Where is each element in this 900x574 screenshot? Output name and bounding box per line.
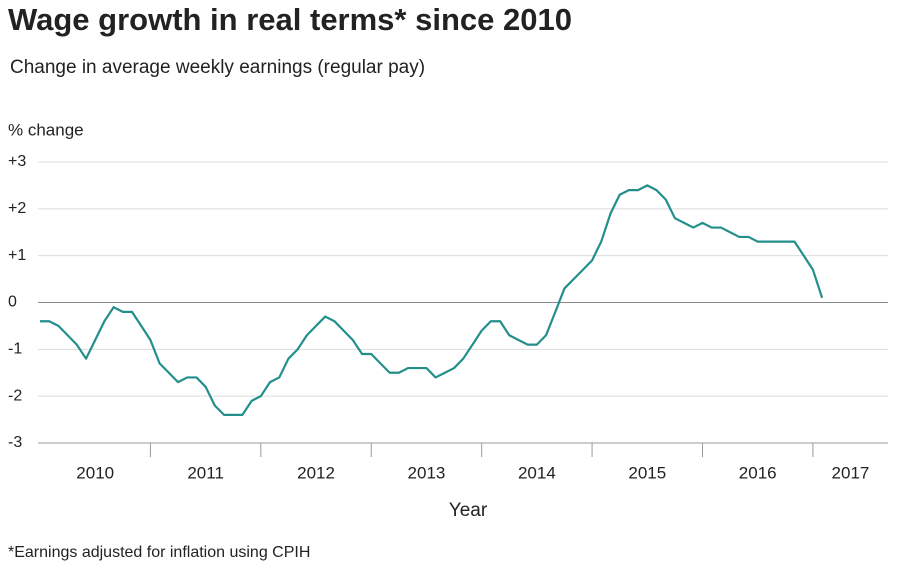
y-tick-label: +2 <box>8 200 26 217</box>
y-tick-label: +3 <box>8 153 26 170</box>
y-tick-label: +1 <box>8 247 26 264</box>
y-tick-label: -2 <box>8 387 22 404</box>
x-tick-label: 2012 <box>297 463 335 482</box>
y-tick-label: -1 <box>8 341 22 358</box>
x-axis-label: Year <box>449 500 488 521</box>
footnote: *Earnings adjusted for inflation using C… <box>8 544 310 561</box>
x-tick-label: 2010 <box>76 463 114 482</box>
y-axis-label: % change <box>8 120 84 139</box>
x-tick-label: 2014 <box>518 463 556 482</box>
x-tick-label: 2015 <box>628 463 666 482</box>
y-tick-label: -3 <box>8 434 22 451</box>
chart-title: Wage growth in real terms* since 2010 <box>8 2 572 37</box>
line-series <box>40 184 824 416</box>
x-tick-label: 2017 <box>832 463 870 482</box>
x-tick-label: 2011 <box>187 463 224 482</box>
x-tick-label: 2013 <box>408 463 446 482</box>
x-tick-label: 2016 <box>739 463 777 482</box>
chart-subtitle: Change in average weekly earnings (regul… <box>10 57 425 78</box>
y-tick-label: 0 <box>8 294 17 311</box>
